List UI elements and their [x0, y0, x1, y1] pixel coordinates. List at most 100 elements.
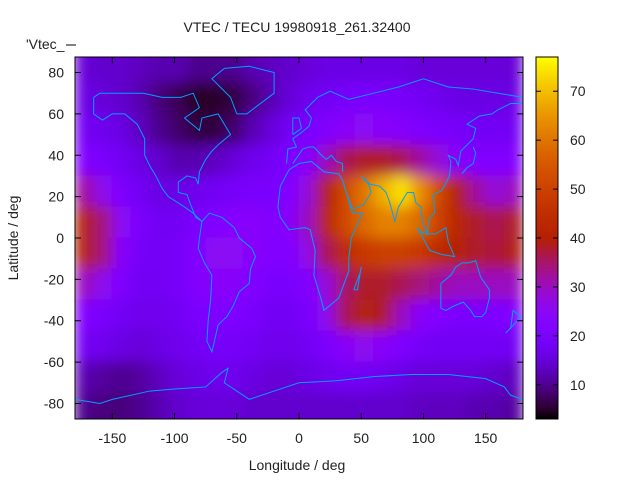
- heatmap-cell: [335, 57, 356, 84]
- y-tick-label: 80: [48, 65, 64, 81]
- heatmap-cell: [205, 268, 225, 301]
- heatmap-cell: [503, 299, 523, 332]
- coastline: [416, 226, 456, 258]
- heatmap-cell: [335, 144, 356, 177]
- heatmap-cell: [391, 330, 412, 363]
- heatmap-cell: [261, 299, 281, 332]
- heatmap-cell: [485, 82, 505, 115]
- heatmap-cell: [111, 392, 132, 419]
- heatmap-cell: [111, 144, 132, 177]
- heatmap-cell: [485, 268, 505, 301]
- heatmap-cell: [186, 57, 207, 84]
- heatmap-cell: [335, 361, 356, 394]
- x-axis-ticks: -150 -100 -50 0 50 100 150: [98, 57, 498, 446]
- heatmap-cell: [485, 330, 505, 363]
- heatmap-cell: [242, 361, 263, 394]
- heatmap-cell: [186, 268, 207, 301]
- heatmap-cell: [466, 206, 487, 239]
- heatmap-cell: [223, 237, 244, 270]
- heatmap-cell: [167, 113, 188, 146]
- heatmap-cell: [466, 144, 487, 177]
- heatmap-cell: [447, 361, 468, 394]
- heatmap-cell: [93, 237, 113, 270]
- coastlines: [75, 65, 523, 404]
- x-tick-label: -100: [161, 430, 189, 446]
- heatmap-cell: [261, 206, 281, 239]
- coastline: [197, 212, 256, 354]
- x-tick-label: 50: [353, 430, 369, 446]
- colorbar-tick-label: 50: [570, 181, 586, 197]
- heatmap-cell: [373, 299, 393, 332]
- heatmap-cell: [186, 206, 207, 239]
- heatmap-cell: [447, 144, 468, 177]
- heatmap-cell: [279, 361, 300, 394]
- heatmap-cell: [447, 392, 468, 419]
- heatmap-cell: [447, 268, 468, 301]
- heatmap-cell: [466, 57, 487, 84]
- heatmap-cell: [75, 113, 95, 146]
- heatmap-cell: [75, 82, 95, 115]
- heatmap-cell: [130, 144, 151, 177]
- heatmap-cell: [167, 57, 188, 84]
- heatmap-cell: [93, 361, 113, 394]
- heatmap-cell: [186, 144, 207, 177]
- heatmap-cell: [317, 144, 337, 177]
- colorbar-tick-label: 10: [570, 377, 586, 393]
- heatmap-cell: [373, 237, 393, 270]
- heatmap-cell: [447, 206, 468, 239]
- heatmap-cell: [279, 82, 300, 115]
- heatmap-cell: [261, 237, 281, 270]
- heatmap-cell: [149, 392, 169, 419]
- heatmap-cell: [242, 268, 263, 301]
- heatmap-cell: [335, 237, 356, 270]
- heatmap-cell: [317, 330, 337, 363]
- heatmap-cell: [75, 392, 95, 419]
- coastline: [286, 78, 523, 164]
- heatmap-cell: [373, 206, 393, 239]
- heatmap-cell: [335, 206, 356, 239]
- coastline: [505, 309, 522, 334]
- heatmap-cell: [317, 113, 337, 146]
- heatmap-cell: [373, 113, 393, 146]
- heatmap-cell: [242, 237, 263, 270]
- heatmap-cell: [186, 237, 207, 270]
- heatmap-cell: [466, 82, 487, 115]
- heatmap-cell: [354, 392, 375, 419]
- heatmap-cell: [130, 237, 151, 270]
- heatmap-cell: [167, 392, 188, 419]
- heatmap-cell: [354, 237, 375, 270]
- heatmap-cell: [205, 82, 225, 115]
- heatmap-cell: [410, 237, 431, 270]
- heatmap-cell: [447, 175, 468, 208]
- y-axis-ticks: -80 -60 -40 -20 0 20 40 60 80: [44, 65, 523, 411]
- heatmap-cell: [298, 82, 319, 115]
- y-axis-label: Latitude / deg: [5, 196, 21, 281]
- heatmap-cell: [335, 299, 356, 332]
- x-tick-label: 100: [412, 430, 436, 446]
- heatmap-cell: [130, 82, 151, 115]
- heatmap-cell: [279, 268, 300, 301]
- coastline: [75, 367, 523, 404]
- heatmap-cell: [429, 144, 449, 177]
- heatmap-cell: [354, 144, 375, 177]
- heatmap-cell: [186, 330, 207, 363]
- heatmap-cell: [242, 330, 263, 363]
- heatmap-cell: [410, 113, 431, 146]
- heatmap-cell: [317, 57, 337, 84]
- heatmap-cell: [186, 175, 207, 208]
- heatmap-cell: [410, 82, 431, 115]
- y-tick-label: 0: [56, 230, 64, 246]
- coastline: [292, 146, 344, 172]
- heatmap-cell: [447, 82, 468, 115]
- heatmap-cell: [279, 237, 300, 270]
- heatmap-cell: [111, 237, 132, 270]
- heatmap-cell: [167, 206, 188, 239]
- y-tick-label: 20: [48, 189, 64, 205]
- heatmap-cell: [503, 57, 523, 84]
- heatmap-cell: [391, 144, 412, 177]
- heatmap-cell: [485, 175, 505, 208]
- heatmap-cell: [335, 392, 356, 419]
- colorbar-ticks: 10 20 30 40 50 60 70: [536, 83, 586, 393]
- heatmap-cell: [373, 144, 393, 177]
- heatmap-cell: [279, 299, 300, 332]
